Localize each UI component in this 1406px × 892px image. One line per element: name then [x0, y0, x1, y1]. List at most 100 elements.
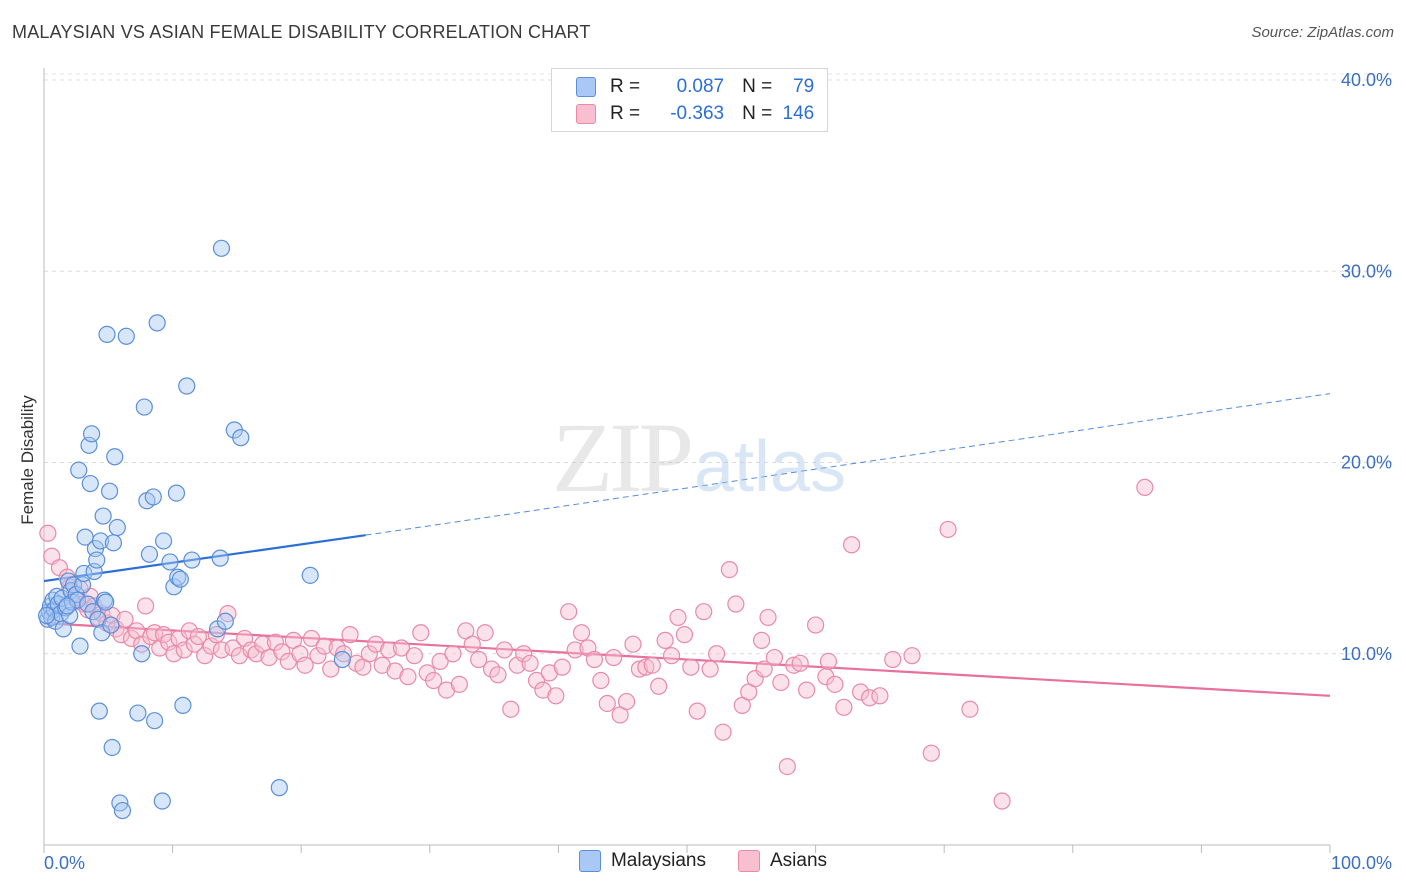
malaysians-point — [37, 606, 56, 625]
malaysians-point — [232, 429, 250, 447]
malaysians-point — [82, 425, 101, 443]
asians-point — [791, 654, 809, 672]
asians-point — [605, 648, 623, 667]
legend-r-label: R = — [610, 103, 641, 124]
asians-point — [765, 648, 784, 667]
asians-point — [656, 631, 674, 649]
malaysians-point — [68, 591, 87, 609]
legend-n-label: N = — [742, 103, 773, 124]
asians-point — [482, 660, 501, 678]
malaysians-point — [216, 612, 234, 630]
asians-point — [922, 744, 940, 762]
asians-point — [309, 647, 327, 665]
malaysians-point — [67, 585, 85, 604]
malaysians-point — [91, 532, 110, 550]
asians-point — [302, 629, 321, 648]
asians-point — [476, 624, 494, 642]
malaysians-point — [71, 637, 89, 655]
source-label: Source: ZipAtlas.com — [1251, 24, 1394, 41]
malaysians-trend-line — [43, 534, 366, 583]
asians-point — [637, 658, 655, 676]
legend-r-label: R = — [610, 76, 641, 97]
asians-points — [39, 478, 1154, 810]
malaysians-point — [174, 696, 192, 714]
malaysians-point — [117, 327, 135, 345]
asians-point — [296, 656, 314, 674]
malaysians-trend-extension — [365, 393, 1331, 536]
asians-point — [861, 689, 879, 707]
x-tick-label: 0.0% — [44, 853, 85, 873]
y-tick-label: 10.0% — [1341, 644, 1392, 664]
malaysians-point — [154, 532, 173, 550]
malaysians-point — [153, 792, 171, 810]
malaysians-point — [133, 645, 151, 663]
malaysians-point — [211, 549, 229, 567]
watermark: ZIPatlas — [552, 400, 846, 515]
legend-n-value: 79 — [793, 76, 815, 97]
watermark-zip: ZIP — [552, 402, 694, 513]
asians-point — [650, 677, 668, 695]
legend-r-value: 0.087 — [676, 76, 725, 97]
tick-labels: 10.0% 20.0% 30.0% 40.0% 0.0% 100.0% — [44, 70, 1392, 873]
legend-n-label: N = — [742, 76, 773, 97]
y-tick-label: 20.0% — [1341, 453, 1392, 473]
malaysians-point — [144, 488, 162, 506]
asians-point — [585, 650, 604, 669]
malaysians-point — [270, 779, 288, 797]
y-axis-label: Female Disability — [18, 395, 37, 525]
bottom-legend-label-malaysians: Malaysians — [610, 850, 706, 871]
asians-point — [695, 603, 713, 621]
bottom-legend: Malaysians Asians — [0, 850, 1406, 872]
grid-lines — [44, 73, 1392, 655]
asians-point — [835, 698, 853, 716]
legend-row-asians: R = -0.363 N = 146 — [576, 101, 814, 127]
asians-point — [431, 652, 449, 671]
asians-point — [502, 700, 520, 718]
malaysians-point — [333, 650, 351, 669]
malaysians-point — [90, 702, 108, 720]
axes — [43, 68, 1331, 853]
malaysians-point — [301, 566, 319, 584]
asians-point — [450, 675, 468, 693]
asians-point — [669, 608, 687, 627]
asians-point — [425, 671, 443, 690]
asians-point — [165, 645, 183, 663]
y-tick-label: 30.0% — [1341, 261, 1392, 281]
asians-point — [412, 624, 430, 642]
asians-point — [592, 671, 610, 690]
malaysians-point — [167, 484, 186, 502]
asians-point — [322, 660, 340, 678]
malaysians-point — [97, 593, 115, 611]
asians-point — [207, 626, 225, 644]
bottom-legend-label-asians: Asians — [770, 850, 828, 871]
malaysians-point — [88, 551, 106, 569]
asians-point — [662, 647, 681, 665]
asians-point — [495, 641, 513, 659]
asians-point — [624, 635, 642, 653]
asians-point — [785, 656, 803, 674]
legend: R = 0.087 N = 79 R = -0.363 N = 146 — [551, 68, 828, 132]
asians-point — [521, 654, 539, 672]
chart-title: MALAYSIAN VS ASIAN FEMALE DISABILITY COR… — [12, 22, 591, 42]
asians-point — [884, 650, 902, 669]
malaysians-point — [171, 570, 189, 588]
malaysians-point — [148, 314, 166, 332]
legend-r-value: -0.363 — [670, 103, 725, 124]
asians-point — [527, 671, 546, 690]
asians-point — [598, 694, 616, 713]
malaysians-point — [102, 616, 120, 634]
asians-point — [547, 687, 565, 705]
asians-point — [826, 675, 844, 693]
legend-swatch-malaysians — [576, 77, 596, 97]
asians-point — [871, 687, 889, 705]
asians-point — [380, 641, 398, 659]
malaysians-point — [178, 377, 196, 395]
malaysians-point — [169, 568, 187, 586]
malaysians-point — [103, 738, 121, 757]
malaysians-point — [140, 545, 159, 563]
asians-point — [778, 757, 796, 776]
asians-point — [189, 627, 207, 646]
malaysians-point — [183, 551, 201, 569]
x-tick-label: 100.0% — [1331, 853, 1392, 873]
